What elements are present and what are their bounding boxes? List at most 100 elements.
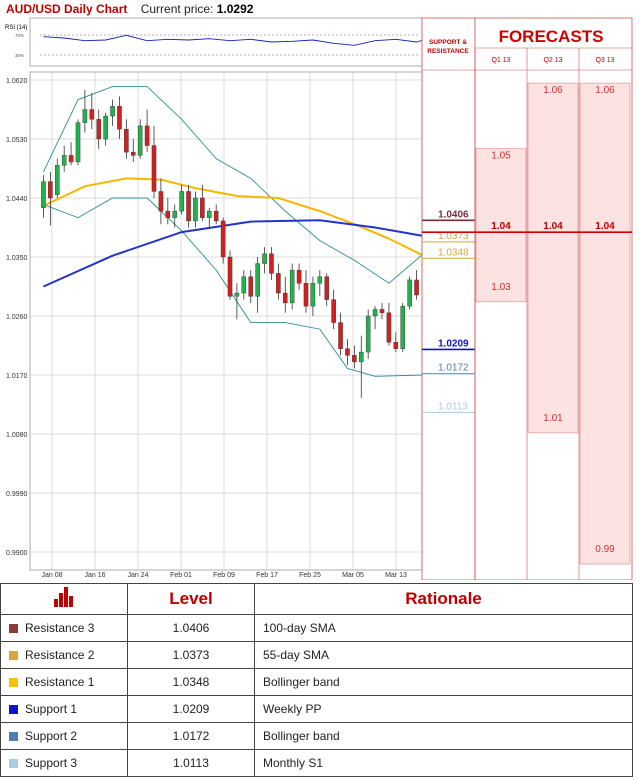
candle-body — [269, 253, 274, 274]
price-frame — [29, 71, 423, 571]
level-name-cell: Support 2 — [0, 722, 128, 750]
candle-body — [137, 125, 143, 156]
forecast-col-label: Q3 13 — [595, 57, 614, 64]
candle-body — [41, 181, 46, 209]
candle-body — [379, 309, 385, 313]
candle-body — [48, 181, 53, 199]
level-color-swatch — [9, 732, 18, 742]
candle-body — [414, 279, 419, 296]
candle-body — [213, 210, 219, 222]
table-row: Support 1 1.0209 Weekly PP — [0, 695, 633, 723]
forecast-range-band — [475, 148, 527, 303]
level-rationale: Weekly PP — [254, 695, 633, 723]
candle-body — [144, 125, 150, 146]
forecast-col-label: Q1 13 — [491, 57, 510, 64]
sr-header-2: RESISTANCE — [427, 48, 469, 55]
level-value: 1.0348 — [127, 668, 255, 696]
sma55-line — [43, 177, 424, 257]
candle-body — [283, 292, 288, 304]
candle-body — [158, 191, 164, 212]
candle-body — [241, 276, 247, 294]
candle-body — [296, 269, 302, 284]
sr-level-value: 1.0113 — [438, 401, 468, 412]
x-tick-label: Feb 17 — [256, 572, 278, 579]
bollinger-lower-line — [43, 197, 424, 377]
vertical-grid — [51, 72, 397, 570]
rsi-line — [43, 34, 424, 46]
y-tick-label: 1.0080 — [6, 432, 28, 439]
candle-body — [393, 342, 399, 349]
candle-body — [345, 348, 350, 356]
forecast-col-label: Q2 13 — [543, 57, 562, 64]
price-panel: 1.0620 1.0530 1.0440 1.0350 1.0260 1.0170 1.00… — [6, 71, 424, 579]
candle-body — [248, 276, 253, 297]
x-tick-label: Mar 05 — [342, 572, 364, 579]
forecast-value: 1.04 — [491, 221, 511, 232]
current-price: 1.0292 — [216, 2, 254, 16]
level-name-cell: Support 3 — [0, 749, 128, 777]
y-tick-label: 1.0620 — [6, 78, 28, 85]
table-row: Resistance 2 1.0373 55-day SMA — [0, 641, 633, 669]
candle-body — [165, 210, 171, 218]
forecast-range-band — [527, 82, 579, 434]
price-label-wrap: Current price: 1.0292 — [141, 2, 254, 16]
candle-body — [151, 145, 157, 192]
candle-body — [220, 220, 226, 258]
sr-level-value: 1.0209 — [438, 338, 469, 349]
sr-level-value: 1.0373 — [438, 231, 469, 242]
level-name: Support 1 — [25, 702, 78, 716]
table-row: Support 3 1.0113 Monthly S1 — [0, 749, 633, 777]
sma100-line — [43, 219, 424, 288]
level-color-swatch — [9, 705, 18, 715]
candle-body — [172, 210, 177, 218]
forecast-value: 0.99 — [595, 544, 615, 555]
rsi-tick-70: 70% — [15, 33, 24, 38]
chart-title: AUD/USD Daily Chart — [6, 2, 128, 16]
level-name-cell: Resistance 1 — [0, 668, 128, 696]
table-row: Resistance 1 1.0348 Bollinger band — [0, 668, 633, 696]
levels-table: Level Rationale Resistance 3 1.0406 100-da… — [0, 583, 633, 777]
y-axis-ticks: 1.0620 1.0530 1.0440 1.0350 1.0260 1.0170 1.00… — [6, 78, 28, 557]
y-tick-label: 1.0440 — [6, 196, 28, 203]
candle-body — [372, 309, 378, 317]
forecast-labels: 1.05 1.04 1.03 1.06 1.04 1.01 1.06 1.04 0.99 — [491, 85, 615, 555]
sr-frame — [421, 17, 476, 580]
level-name: Resistance 3 — [25, 621, 95, 635]
candle-body — [317, 276, 323, 284]
candle-body — [331, 299, 336, 323]
candle-body — [310, 283, 316, 307]
chart-svg: RSI (14) 70% 30% 1.0620 1.0530 1.0440 1.035… — [5, 17, 633, 580]
candle-body — [338, 322, 343, 349]
candle-body — [303, 283, 309, 307]
level-color-swatch — [9, 678, 18, 688]
level-name-cell: Resistance 3 — [0, 614, 128, 642]
bar-chart-icon — [54, 586, 73, 607]
candle-body — [179, 191, 184, 212]
candle-body — [103, 115, 108, 140]
level-rationale: 100-day SMA — [254, 614, 633, 642]
level-value: 1.0406 — [127, 614, 255, 642]
candle-body — [68, 155, 74, 163]
rsi-frame — [29, 17, 423, 67]
candle-body — [289, 269, 295, 304]
candle-body — [276, 273, 281, 294]
sr-level-value: 1.0348 — [438, 247, 469, 258]
level-value: 1.0172 — [127, 722, 255, 750]
candle-body — [55, 165, 60, 195]
sr-levels: 1.0406 1.0373 1.0348 1.0209 1.0172 1.0113 — [422, 209, 475, 413]
candle-body — [110, 106, 115, 117]
level-name: Resistance 1 — [25, 675, 95, 689]
candle-body — [324, 276, 329, 300]
candle-body — [227, 256, 233, 297]
level-name: Support 2 — [25, 729, 78, 743]
level-value: 1.0209 — [127, 695, 255, 723]
y-tick-label: 1.0170 — [6, 373, 28, 380]
candle-body — [234, 292, 240, 297]
candle-body — [200, 197, 205, 218]
forecast-range-band — [579, 82, 631, 565]
rationale-header: Rationale — [254, 583, 633, 615]
candle-body — [96, 119, 102, 140]
forecast-value: 1.04 — [595, 221, 615, 232]
candle-body — [130, 151, 136, 156]
